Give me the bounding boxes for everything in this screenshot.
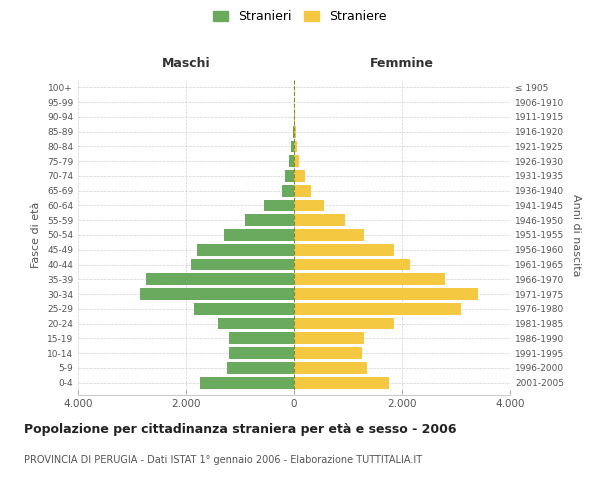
Text: Maschi: Maschi — [161, 56, 211, 70]
Bar — [197, 244, 294, 256]
Bar — [294, 362, 367, 374]
Text: Femmine: Femmine — [370, 56, 434, 70]
Bar — [199, 376, 294, 388]
Bar — [294, 318, 394, 330]
Bar — [293, 126, 294, 138]
Bar — [294, 332, 364, 344]
Bar — [294, 229, 364, 241]
Bar — [294, 170, 305, 182]
Bar — [194, 303, 294, 314]
Bar — [294, 347, 361, 359]
Bar — [229, 332, 294, 344]
Bar — [140, 288, 294, 300]
Bar — [245, 214, 294, 226]
Bar — [294, 258, 410, 270]
Bar — [294, 376, 389, 388]
Bar — [265, 200, 294, 211]
Bar — [289, 156, 294, 167]
Bar — [294, 140, 297, 152]
Bar — [294, 156, 299, 167]
Bar — [292, 140, 294, 152]
Text: PROVINCIA DI PERUGIA - Dati ISTAT 1° gennaio 2006 - Elaborazione TUTTITALIA.IT: PROVINCIA DI PERUGIA - Dati ISTAT 1° gen… — [24, 455, 422, 465]
Bar — [227, 362, 294, 374]
Bar — [294, 288, 478, 300]
Bar — [294, 244, 394, 256]
Bar — [294, 126, 296, 138]
Bar — [281, 185, 294, 196]
Y-axis label: Fasce di età: Fasce di età — [31, 202, 41, 268]
Bar — [294, 214, 346, 226]
Legend: Stranieri, Straniere: Stranieri, Straniere — [208, 5, 392, 28]
Y-axis label: Anni di nascita: Anni di nascita — [571, 194, 581, 276]
Bar — [229, 347, 294, 359]
Text: Popolazione per cittadinanza straniera per età e sesso - 2006: Popolazione per cittadinanza straniera p… — [24, 422, 457, 436]
Bar — [286, 170, 294, 182]
Bar — [294, 185, 311, 196]
Bar — [294, 303, 461, 314]
Bar — [294, 200, 324, 211]
Bar — [294, 274, 445, 285]
Bar — [218, 318, 294, 330]
Bar — [224, 229, 294, 241]
Bar — [145, 274, 294, 285]
Bar — [191, 258, 294, 270]
